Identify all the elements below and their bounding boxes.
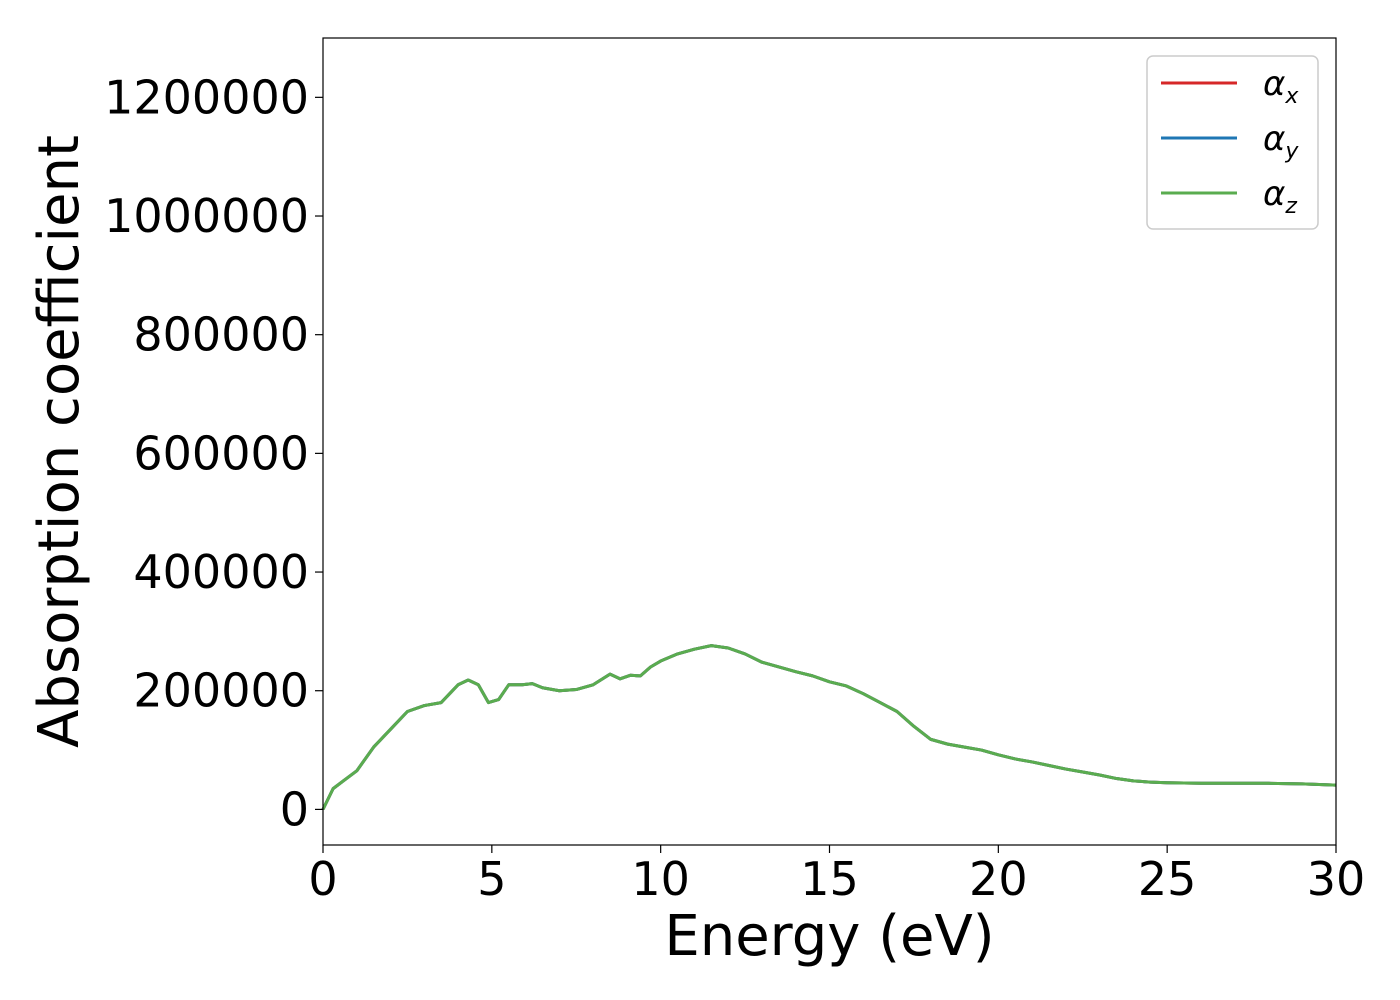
x-tick-label: 30: [1307, 852, 1366, 906]
legend-symbol: α: [1263, 119, 1285, 159]
y-axis-title: Absorption coefficient: [27, 135, 92, 748]
legend-symbol: α: [1263, 64, 1285, 104]
y-tick-label: 200000: [133, 664, 309, 718]
legend-entry: αx: [1263, 64, 1299, 109]
y-tick-label: 1200000: [104, 70, 309, 124]
series-line-y: [321, 644, 1337, 811]
series-line-x: [321, 644, 1337, 811]
x-tick-label: 25: [1138, 852, 1197, 906]
y-tick-label: 800000: [133, 308, 309, 362]
y-tick-label: 0: [280, 782, 309, 836]
x-tick-label: 0: [308, 852, 337, 906]
x-tick-label: 20: [969, 852, 1028, 906]
plot-lines: [321, 644, 1337, 811]
x-axis: 0 5 10 15 20 25 30: [308, 845, 1365, 906]
x-tick-label: 10: [631, 852, 690, 906]
y-axis: 0 200000 400000 600000 800000 1000000 1200000: [104, 70, 323, 836]
legend-box: [1146, 55, 1319, 230]
x-axis-title: Energy (eV): [664, 904, 994, 969]
legend-subscript: z: [1284, 194, 1297, 219]
legend-symbol: α: [1263, 174, 1285, 214]
legend-subscript: y: [1284, 139, 1299, 164]
legend-entry: αz: [1263, 174, 1297, 219]
y-tick-label: 1000000: [104, 189, 309, 243]
x-tick-label: 15: [800, 852, 859, 906]
y-tick-label: 600000: [133, 426, 309, 480]
legend-entry: αy: [1263, 119, 1299, 164]
x-tick-label: 5: [477, 852, 506, 906]
legend-subscript: x: [1284, 84, 1299, 109]
y-tick-label: 400000: [133, 545, 309, 599]
series-line-z: [321, 644, 1337, 811]
